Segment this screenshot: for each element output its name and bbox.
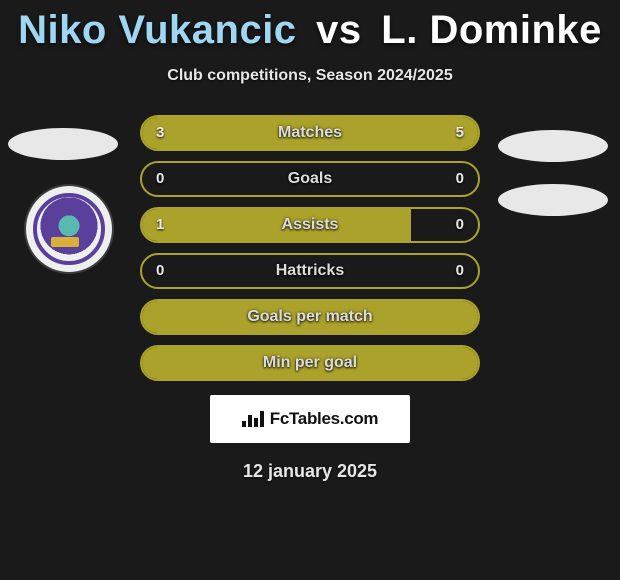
player-2-name: L. Dominke	[381, 8, 602, 52]
stat-label: Matches	[142, 117, 478, 149]
stat-label: Hattricks	[142, 255, 478, 287]
stat-row: 00Hattricks	[140, 253, 480, 289]
player-2-avatar-placeholder	[498, 130, 608, 162]
attribution-badge[interactable]: FcTables.com	[210, 395, 410, 443]
subtitle: Club competitions, Season 2024/2025	[0, 67, 620, 85]
stat-label: Goals per match	[142, 301, 478, 333]
player-1-name: Niko Vukancic	[18, 8, 296, 52]
stat-row: Min per goal	[140, 345, 480, 381]
stat-label: Min per goal	[142, 347, 478, 379]
stat-row: 35Matches	[140, 115, 480, 151]
stat-row: Goals per match	[140, 299, 480, 335]
comparison-date: 12 january 2025	[0, 461, 620, 482]
club-badge-icon	[33, 193, 105, 265]
fctables-logo-icon	[242, 411, 264, 427]
stat-row: 00Goals	[140, 161, 480, 197]
stat-label: Assists	[142, 209, 478, 241]
stat-label: Goals	[142, 163, 478, 195]
vs-text: vs	[316, 8, 362, 52]
page-title: Niko Vukancic vs L. Dominke	[0, 8, 620, 53]
player-1-avatar-placeholder	[8, 128, 118, 160]
stats-table: 35Matches 00Goals 10Assists 00Hattricks Goal…	[140, 115, 480, 381]
player-2-club-placeholder	[498, 184, 608, 216]
attribution-text: FcTables.com	[270, 409, 379, 429]
player-1-club-badge	[26, 186, 112, 272]
stat-row: 10Assists	[140, 207, 480, 243]
